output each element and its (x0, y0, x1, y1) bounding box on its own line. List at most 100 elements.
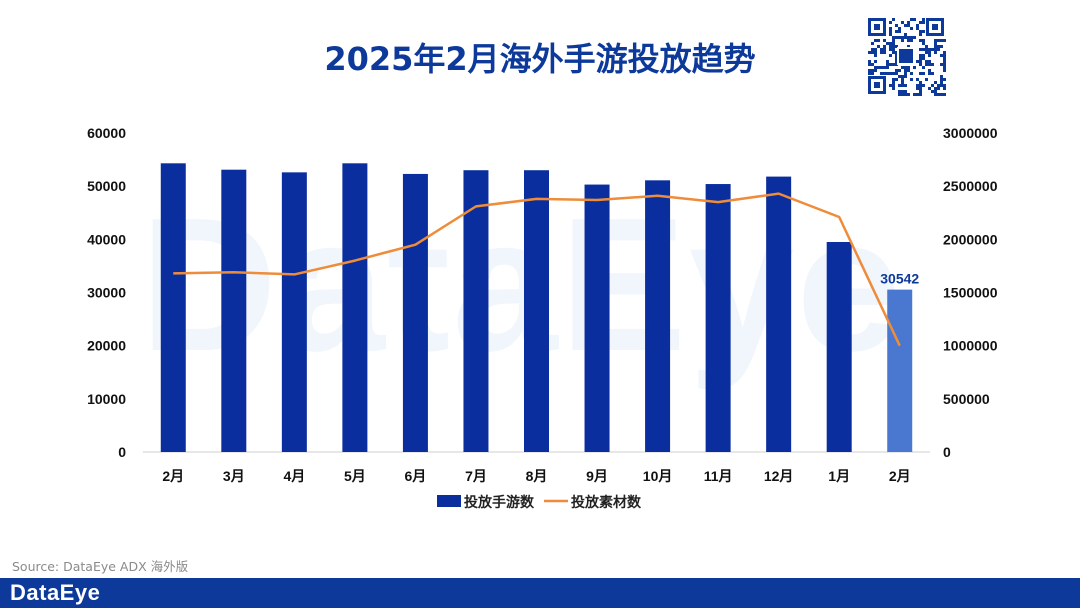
x-axis-labels: 2月 3月 4月 5月 6月 7月 8月 9月 10月 11月 12月 1月 2月 (162, 468, 910, 484)
qr-module (907, 45, 910, 48)
qr-module (922, 39, 925, 42)
qr-module (901, 39, 904, 42)
qr-module (907, 39, 910, 42)
qr-module (889, 48, 892, 51)
qr-module (895, 30, 898, 33)
qr-module (877, 39, 880, 42)
qr-module (943, 84, 946, 87)
qr-module (907, 69, 910, 72)
qr-module (868, 60, 871, 63)
qr-module (901, 84, 904, 87)
qr-module (874, 69, 877, 72)
qr-module (913, 93, 916, 96)
x-tick-label: 3月 (223, 468, 245, 484)
qr-module (880, 48, 883, 51)
qr-module (895, 78, 898, 81)
qr-module (889, 54, 892, 57)
qr-module (898, 93, 901, 96)
qr-module (940, 63, 943, 66)
qr-module (928, 87, 931, 90)
qr-module (895, 72, 898, 75)
qr-module (880, 51, 883, 54)
qr-module (934, 45, 937, 48)
qr-module (919, 60, 922, 63)
qr-module (910, 72, 913, 75)
qr-module (892, 81, 895, 84)
qr-module (943, 69, 946, 72)
left-tick-label: 60000 (87, 125, 126, 141)
footer-logo: DataEye (10, 580, 101, 605)
qr-module (883, 48, 886, 51)
qr-module (886, 72, 889, 75)
x-tick-label: 8月 (526, 468, 548, 484)
qr-module (928, 69, 931, 72)
qr-module (874, 54, 877, 57)
qr-center-logo (897, 47, 915, 65)
qr-module (943, 78, 946, 81)
bar (281, 172, 307, 453)
bar (402, 173, 428, 452)
right-tick-label: 3000000 (943, 125, 998, 141)
bar (645, 180, 671, 452)
x-tick-label: 5月 (344, 468, 366, 484)
qr-module (886, 42, 889, 45)
right-tick-label: 1000000 (943, 338, 998, 354)
qr-module (910, 39, 913, 42)
qr-module (934, 42, 937, 45)
qr-module (928, 63, 931, 66)
qr-module (880, 72, 883, 75)
qr-finder-top-right (926, 18, 944, 36)
qr-module (892, 87, 895, 90)
qr-module (874, 60, 877, 63)
qr-module (889, 63, 892, 66)
qr-module (919, 33, 922, 36)
qr-module (931, 72, 934, 75)
qr-module (934, 51, 937, 54)
qr-module (919, 54, 922, 57)
qr-module (934, 87, 937, 90)
qr-module (886, 66, 889, 69)
bar (584, 184, 610, 453)
qr-module (943, 87, 946, 90)
qr-module (943, 57, 946, 60)
qr-module (895, 57, 898, 60)
qr-module (913, 18, 916, 21)
qr-module (895, 36, 898, 39)
qr-module (883, 66, 886, 69)
qr-module (889, 72, 892, 75)
qr-module (922, 21, 925, 24)
qr-module (931, 48, 934, 51)
qr-module (892, 48, 895, 51)
qr-module (934, 81, 937, 84)
source-note: Source: DataEye ADX 海外版 (12, 559, 189, 574)
right-tick-label: 1500000 (943, 285, 998, 301)
qr-finder-top-left (868, 18, 886, 36)
qr-module (904, 24, 907, 27)
qr-module (907, 21, 910, 24)
qr-module (925, 63, 928, 66)
qr-module (880, 66, 883, 69)
legend-swatch-bar (437, 495, 461, 507)
qr-module (883, 51, 886, 54)
qr-module (871, 72, 874, 75)
qr-module (871, 48, 874, 51)
qr-module (943, 51, 946, 54)
qr-module (937, 48, 940, 51)
qr-module (937, 39, 940, 42)
qr-module (910, 18, 913, 21)
qr-module (868, 51, 871, 54)
qr-module (871, 42, 874, 45)
qr-module (931, 90, 934, 93)
qr-module (904, 90, 907, 93)
chart-area: 0 10000 20000 30000 40000 50000 60000 0 500000 1… (87, 125, 998, 511)
qr-module (883, 45, 886, 48)
right-axis: 0 500000 1000000 1500000 2000000 2500000 30000… (943, 125, 998, 460)
qr-module (892, 51, 895, 54)
left-tick-label: 0 (118, 444, 126, 460)
qr-code-graphic (866, 16, 946, 96)
bar (524, 170, 549, 452)
qr-module (916, 78, 919, 81)
qr-module (919, 48, 922, 51)
left-tick-label: 40000 (87, 231, 126, 247)
qr-module (940, 54, 943, 57)
